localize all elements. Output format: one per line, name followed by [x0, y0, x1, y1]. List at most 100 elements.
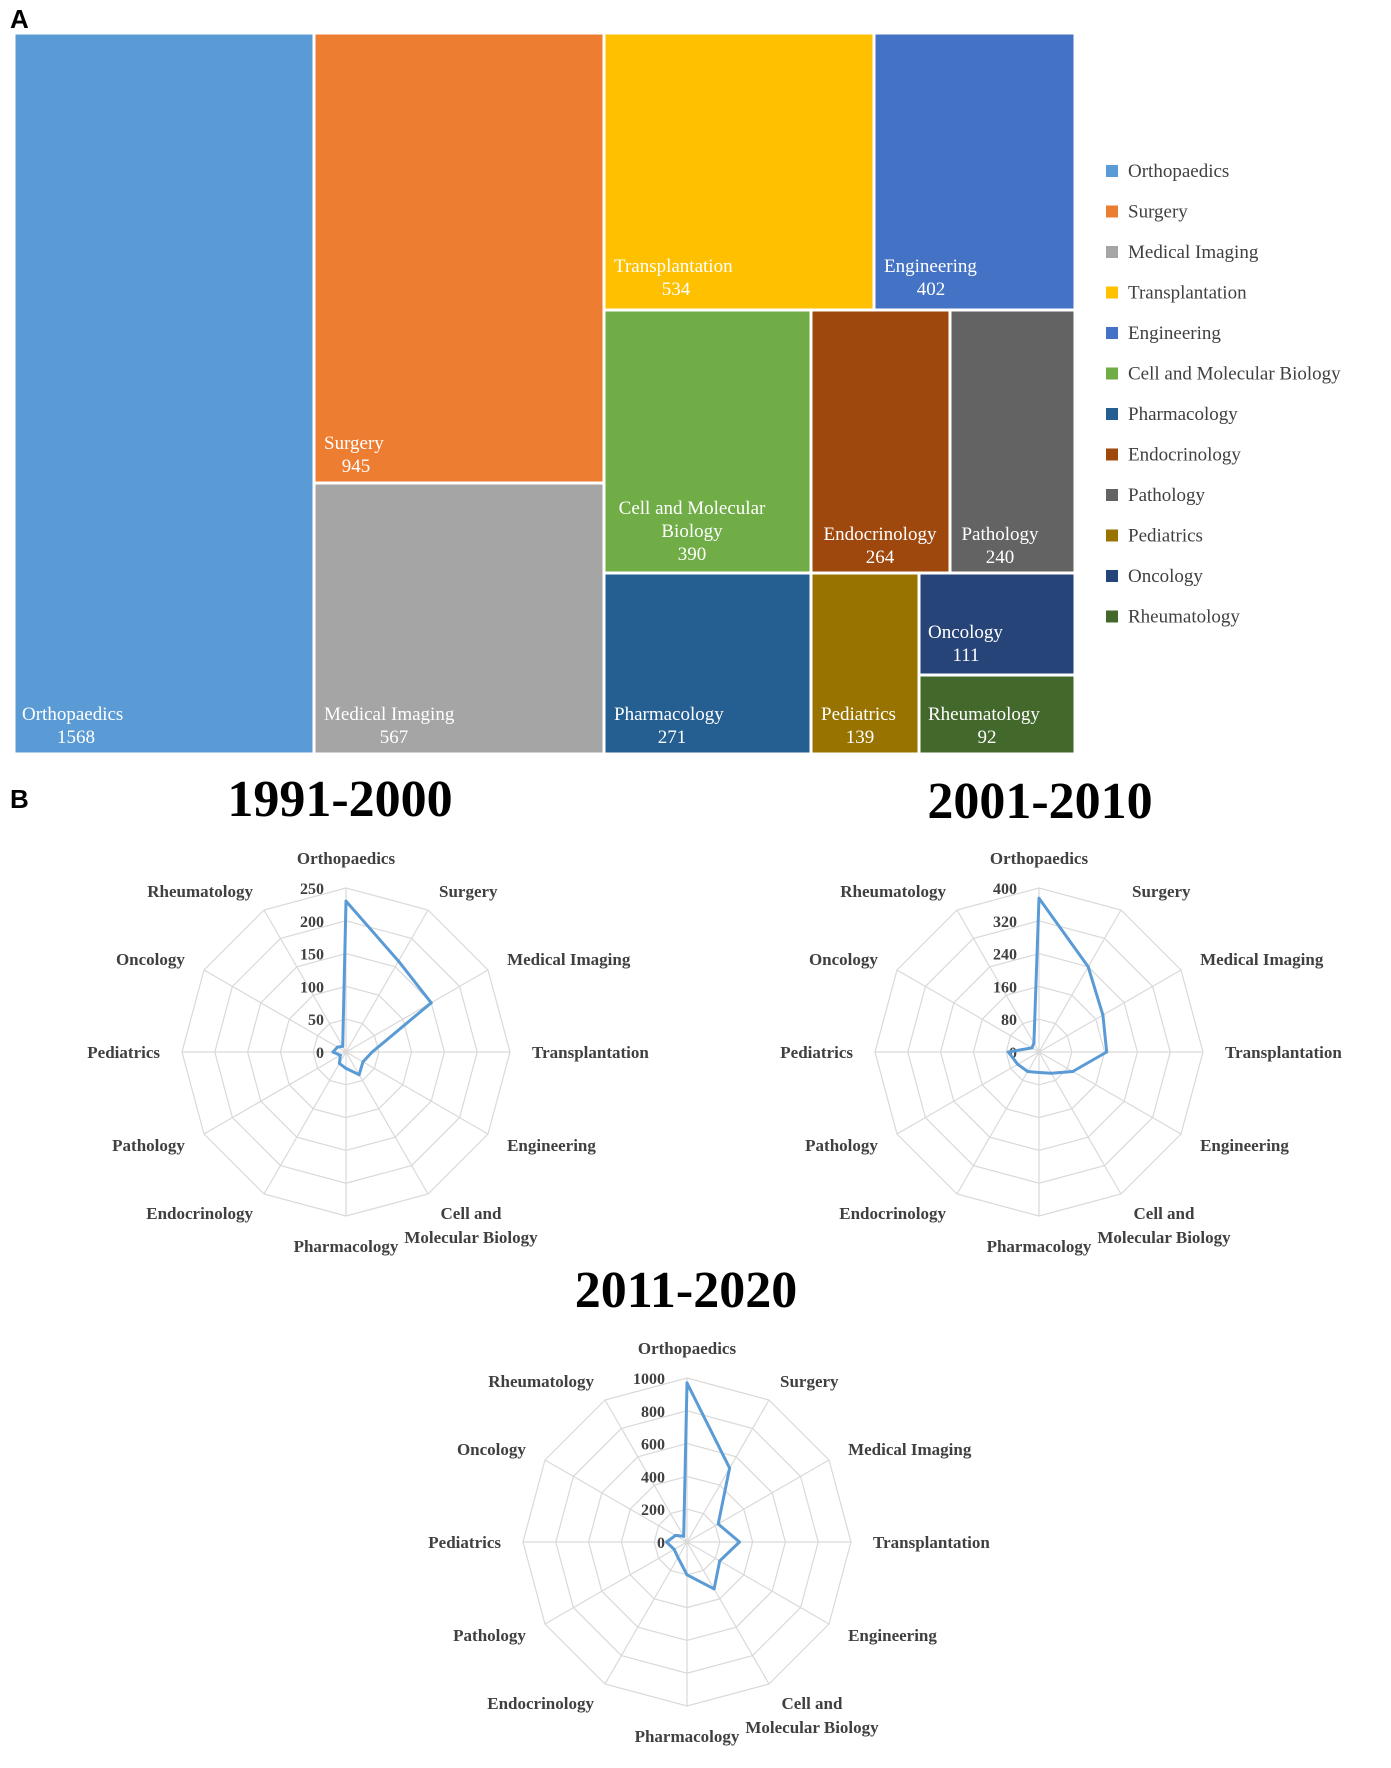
radar-axis-label-pharmacology: Pharmacology [987, 1237, 1092, 1256]
radar-title: 2001-2010 [927, 773, 1152, 830]
radar-axis-label-rheumatology: Rheumatology [147, 882, 253, 901]
radar-spoke [956, 1051, 1040, 1195]
radar-spoke [956, 909, 1040, 1053]
legend-swatch-endocrinology [1106, 448, 1118, 461]
radar-tick-label: 240 [993, 947, 1017, 964]
radar-point-cell-and-molecular-biology [712, 1587, 716, 1591]
panel-a-letter: A [10, 4, 29, 34]
radar-axis-label-cell-and-molecular-biology: Cell and [782, 1694, 843, 1713]
treemap-value-pathology: 240 [986, 547, 1015, 568]
treemap-value-pediatrics: 139 [846, 727, 875, 748]
radar-axis-label-oncology: Oncology [116, 950, 185, 969]
radar-point-endocrinology [676, 1556, 680, 1560]
legend-swatch-rheumatology [1106, 610, 1118, 623]
legend-swatch-engineering [1106, 327, 1118, 339]
radar-tick-label: 400 [993, 881, 1017, 898]
radar-spoke [686, 1459, 830, 1543]
radar-axis-label-medical-imaging: Medical Imaging [848, 1440, 972, 1459]
legend-label-surgery: Surgery [1128, 202, 1188, 223]
radar-tick-label: 250 [300, 881, 324, 898]
radar-point-transplantation [370, 1050, 374, 1054]
radar-point-pharmacology [344, 1066, 348, 1070]
treemap-label-transplantation: Transplantation [614, 256, 733, 277]
legend-swatch-orthopaedics [1106, 165, 1118, 177]
radar-title: 1991-2000 [227, 771, 452, 828]
radar-axis-label-transplantation: Transplantation [532, 1043, 649, 1062]
radar-chart-2001-2010: 2001-2010 0 80 160 240 320 400 Orthopaedics Surg… [780, 773, 1342, 1256]
radar-point-oncology [336, 1045, 339, 1049]
legend-swatch-transplantation [1106, 286, 1118, 299]
radar-point-pediatrics [331, 1050, 335, 1054]
radar-axis-label-medical-imaging: Medical Imaging [1200, 950, 1324, 969]
radar-axis-label-orthopaedics: Orthopaedics [638, 1339, 737, 1358]
legend-label-rheumatology: Rheumatology [1128, 607, 1240, 628]
radar-point-rheumatology [1032, 1041, 1036, 1045]
treemap-value-surgery: 945 [342, 456, 371, 477]
radar-tick-label: 0 [316, 1045, 324, 1062]
radar-point-pathology [672, 1547, 676, 1551]
radar-spoke [345, 909, 429, 1053]
radar-point-cell-and-molecular-biology [357, 1073, 361, 1077]
radar-axis-label-pediatrics: Pediatrics [780, 1043, 853, 1062]
radar-axis-label-engineering: Engineering [507, 1136, 596, 1155]
radar-point-oncology [1030, 1046, 1034, 1050]
radar-axis-label-surgery: Surgery [439, 882, 498, 901]
treemap-tile-transplantation [602, 31, 876, 312]
treemap-label-pediatrics: Pediatrics [821, 704, 896, 725]
radar-spoke [263, 1051, 347, 1195]
legend-label-pathology: Pathology [1128, 485, 1206, 506]
radar-axis-label-cell-and-molecular-biology: Cell and [1134, 1204, 1195, 1223]
radar-spoke [1038, 1051, 1182, 1135]
treemap-tile-orthopaedics [12, 31, 316, 756]
legend-label-cell-and-molecular-biology: Cell and Molecular Biology [1128, 364, 1341, 385]
radar-axis-label-pathology: Pathology [805, 1136, 878, 1155]
radar-tick-label: 200 [641, 1502, 665, 1519]
radar-tick-label: 0 [1009, 1045, 1017, 1062]
radar-tick-label: 400 [641, 1469, 665, 1486]
radar-point-endocrinology [337, 1061, 341, 1065]
legend-label-orthopaedics: Orthopaedics [1128, 161, 1229, 182]
treemap-label-pharmacology: Pharmacology [614, 704, 724, 725]
radar-axis-label-endocrinology: Endocrinology [487, 1694, 594, 1713]
radar-tick-label: 160 [993, 979, 1017, 996]
legend-swatch-cell-and-molecular-biology [1106, 367, 1118, 380]
radar-point-pediatrics [1006, 1050, 1010, 1054]
legend-label-pharmacology: Pharmacology [1128, 404, 1238, 425]
radar-axis-label-cell-and-molecular-biology: Molecular Biology [404, 1228, 538, 1247]
legend-label-pediatrics: Pediatrics [1128, 526, 1203, 547]
panel-b-letter: B [10, 784, 29, 814]
treemap-value-rheumatology: 92 [978, 727, 997, 748]
radar-tick-label: 50 [308, 1012, 324, 1029]
radar-axis-label-endocrinology: Endocrinology [839, 1204, 946, 1223]
radar-point-surgery [397, 959, 400, 963]
radar-axis-label-pharmacology: Pharmacology [294, 1237, 399, 1256]
legend-label-oncology: Oncology [1128, 566, 1203, 587]
radar-axis-label-pathology: Pathology [112, 1136, 185, 1155]
treemap-label-pathology: Pathology [961, 524, 1039, 545]
treemap-label-oncology: Oncology [928, 622, 1003, 643]
treemap-tile-oncology [917, 571, 1077, 677]
radar-axis-label-endocrinology: Endocrinology [146, 1204, 253, 1223]
radar-tick-label: 1000 [633, 1371, 665, 1388]
treemap-value-cell-and-molecular-biology: 390 [678, 544, 707, 565]
radar-spoke [896, 1051, 1040, 1135]
radar-point-engineering [1071, 1070, 1075, 1073]
radar-point-medical-imaging [1101, 1013, 1105, 1017]
radar-point-pathology [338, 1053, 342, 1057]
radar-axis-label-pediatrics: Pediatrics [87, 1043, 160, 1062]
treemap-value-transplantation: 534 [662, 279, 691, 300]
radar-tick-label: 0 [657, 1535, 665, 1552]
radar-point-pathology [1016, 1062, 1020, 1066]
treemap-value-endocrinology: 264 [866, 547, 895, 568]
radar-axis-label-orthopaedics: Orthopaedics [297, 849, 396, 868]
treemap-tile-surgery [312, 31, 606, 485]
legend-label-engineering: Engineering [1128, 323, 1221, 344]
treemap-tile-pharmacology [602, 571, 813, 756]
radar-axis-label-oncology: Oncology [457, 1440, 526, 1459]
treemap-label-surgery: Surgery [324, 433, 384, 454]
radar-point-medical-imaging [429, 1001, 433, 1005]
legend-label-endocrinology: Endocrinology [1128, 445, 1241, 466]
treemap-label-cell-and-molecular-biology: Biology [661, 521, 723, 542]
radar-tick-label: 100 [300, 979, 324, 996]
radar-point-engineering [361, 1060, 365, 1064]
